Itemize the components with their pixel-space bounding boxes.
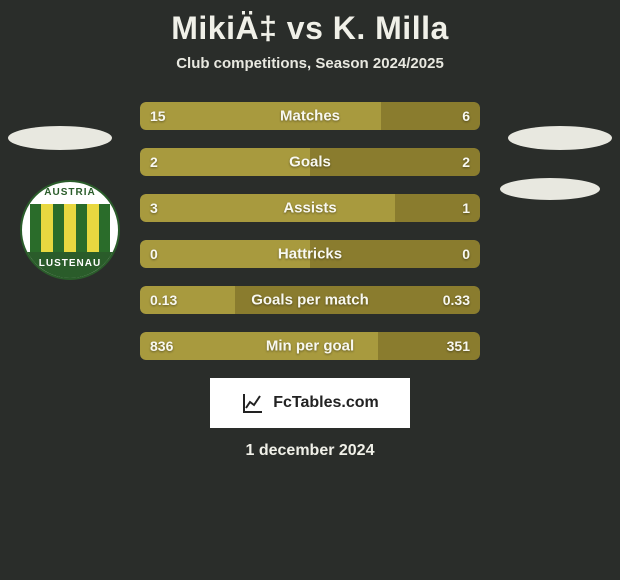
stat-value-right: 351 (447, 338, 470, 354)
avatar-placeholder-right-2 (500, 178, 600, 200)
avatar-placeholder-left (8, 126, 112, 150)
stat-label: Assists (283, 200, 336, 217)
stat-value-right: 2 (462, 154, 470, 170)
watermark-text: FcTables.com (273, 394, 379, 412)
avatar-placeholder-right-1 (508, 126, 612, 150)
stat-value-right: 1 (462, 200, 470, 216)
stat-label: Matches (280, 108, 340, 125)
stat-row: 0.13 0.33 Goals per match (140, 286, 480, 314)
stat-value-right: 6 (462, 108, 470, 124)
stat-value-left: 836 (150, 338, 173, 354)
stat-label: Hattricks (278, 246, 342, 263)
stat-row: 15 6 Matches (140, 102, 480, 130)
crest-top-text: AUSTRIA (22, 182, 118, 204)
stat-bar-left (140, 194, 395, 222)
stat-value-left: 2 (150, 154, 158, 170)
stat-value-left: 15 (150, 108, 166, 124)
watermark: FcTables.com (210, 378, 410, 428)
chart-icon (241, 391, 265, 415)
crest-bottom-text: LUSTENAU (22, 252, 118, 278)
stat-bar-right (310, 148, 480, 176)
page-title: MikiÄ‡ vs K. Milla (0, 10, 620, 47)
stat-value-left: 0 (150, 246, 158, 262)
stat-row: 0 0 Hattricks (140, 240, 480, 268)
stat-label: Goals (289, 154, 331, 171)
stat-label: Goals per match (251, 292, 369, 309)
stat-bar-left (140, 148, 310, 176)
page-subtitle: Club competitions, Season 2024/2025 (0, 55, 620, 72)
stat-value-right: 0 (462, 246, 470, 262)
stat-value-left: 0.13 (150, 292, 177, 308)
stat-row: 836 351 Min per goal (140, 332, 480, 360)
team-crest-left: AUSTRIA LUSTENAU (20, 180, 120, 300)
crest-stripes (30, 204, 110, 252)
stat-bar-left (140, 102, 381, 130)
stat-label: Min per goal (266, 338, 354, 355)
date-text: 1 december 2024 (0, 442, 620, 460)
stats-area: 15 6 Matches 2 2 Goals 3 1 Assists 0 0 Hattricks 0.1… (140, 102, 480, 360)
stat-row: 3 1 Assists (140, 194, 480, 222)
stat-row: 2 2 Goals (140, 148, 480, 176)
stat-value-right: 0.33 (443, 292, 470, 308)
stat-value-left: 3 (150, 200, 158, 216)
